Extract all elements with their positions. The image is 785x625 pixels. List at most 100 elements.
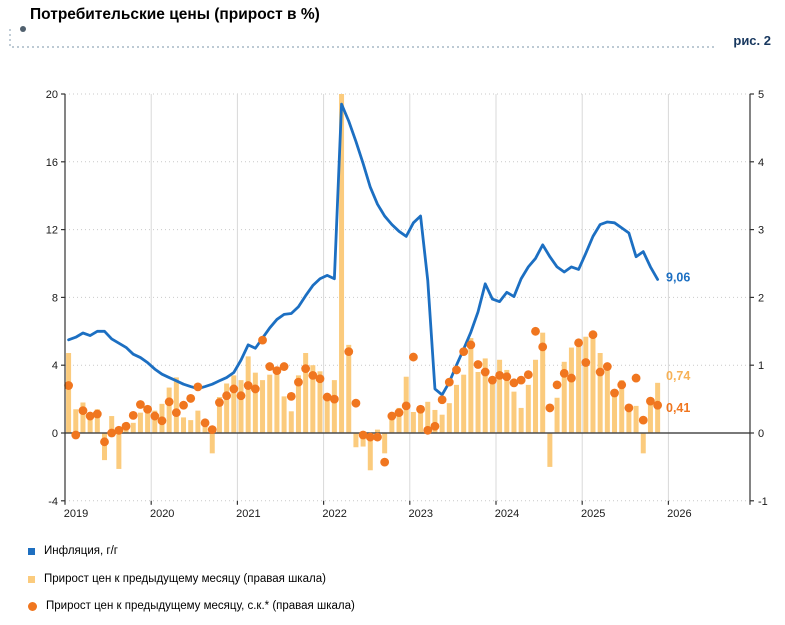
month-bar — [453, 384, 459, 433]
left-tick-label: 0 — [52, 428, 58, 440]
sa-dot — [322, 392, 332, 402]
sa-dot — [71, 430, 81, 440]
month-bar — [116, 433, 122, 469]
sa-dot — [171, 408, 181, 418]
page-title: Потребительские цены (прирост в %) — [30, 6, 320, 23]
month-bar — [274, 371, 280, 433]
sa-dot — [286, 391, 296, 401]
month-bar — [432, 409, 438, 433]
month-bar — [633, 405, 639, 433]
right-tick-label: 5 — [758, 89, 764, 101]
sa-dot — [495, 370, 504, 380]
month-bar — [130, 422, 136, 433]
sa-dot — [602, 362, 612, 371]
month-bar — [374, 429, 380, 433]
month-bar — [482, 358, 488, 433]
month-bar — [533, 359, 539, 433]
sa-dot — [164, 397, 174, 407]
sa-dot — [552, 380, 562, 390]
callout-dash-line — [9, 29, 716, 48]
month-bar — [295, 375, 301, 433]
year-label: 2021 — [236, 508, 260, 520]
month-bar — [252, 372, 258, 433]
month-bar — [353, 433, 359, 448]
month-bar — [87, 412, 93, 433]
sa-dot — [373, 432, 382, 442]
sa-dot — [408, 352, 418, 362]
sa-dot — [186, 394, 196, 403]
month-bar — [576, 344, 582, 433]
month-bar — [518, 407, 524, 433]
month-bar — [410, 411, 416, 433]
month-bar — [109, 416, 115, 433]
sa-dot — [538, 342, 548, 352]
sa-dot — [143, 404, 153, 414]
month-bar — [331, 380, 337, 433]
month-bar — [224, 383, 230, 433]
month-bar — [640, 433, 646, 454]
sa-dot — [215, 398, 224, 407]
month-bar — [360, 433, 366, 447]
month-bar — [66, 352, 72, 433]
sa-dot — [617, 380, 627, 390]
sa-dot — [100, 437, 109, 447]
sa-dot — [157, 416, 167, 426]
month-bar — [590, 331, 596, 433]
sa-dot — [480, 367, 490, 377]
month-bar — [561, 361, 567, 433]
sa-dot — [380, 457, 390, 467]
right-tick-label: 4 — [758, 157, 764, 169]
month-bar — [202, 424, 208, 433]
sa-dot — [179, 400, 188, 410]
sa-dot — [387, 411, 397, 421]
sa-dot — [502, 372, 512, 382]
legend-row-mom-bars: Прирост цен к предыдущему месяцу (правая… — [28, 573, 326, 585]
sa-dot — [222, 391, 232, 401]
month-bar — [181, 417, 187, 433]
year-label: 2026 — [667, 508, 691, 520]
sa-dot — [631, 373, 641, 383]
legend-label: Прирост цен к предыдущему месяцу (правая… — [44, 573, 326, 585]
month-bar — [317, 371, 323, 433]
sa-dot — [488, 375, 497, 385]
month-bar — [511, 391, 517, 433]
month-bar — [367, 433, 373, 471]
month-bar — [418, 406, 424, 433]
end-value-label-bar: 0,74 — [666, 369, 690, 383]
month-bar — [619, 380, 625, 433]
sa-dot — [365, 432, 375, 442]
left-tick-label: 16 — [46, 157, 58, 169]
month-bar — [281, 396, 287, 433]
sa-dot — [459, 347, 469, 357]
month-bar — [102, 433, 108, 461]
sa-dot — [638, 415, 648, 425]
blue-square-icon — [28, 547, 35, 555]
month-bar — [425, 401, 431, 433]
month-bar — [137, 412, 143, 433]
sa-dot — [531, 326, 540, 336]
callout-dot-icon — [20, 26, 26, 32]
month-bar — [173, 377, 179, 433]
month-bar — [231, 375, 237, 433]
sa-dot — [114, 425, 124, 435]
yellow-square-icon — [28, 575, 35, 583]
month-bar — [94, 409, 100, 433]
orange-circle-icon — [28, 601, 37, 611]
sa-dot — [344, 347, 354, 357]
month-bar — [525, 384, 531, 433]
price-growth-chart: 20 16 12 8 4 0 -4 5 4 3 2 1 0 -1 2019 2020 2021 2022 2023 2… — [46, 89, 768, 520]
month-bar — [166, 387, 172, 433]
end-value-label-line: 9,06 — [666, 270, 690, 284]
sa-dot — [207, 425, 217, 435]
month-bar — [475, 371, 481, 433]
sa-dot — [444, 377, 454, 387]
left-tick-label: -4 — [48, 496, 58, 508]
sa-dot — [250, 384, 260, 394]
sa-dot — [301, 364, 311, 373]
month-bar — [612, 391, 618, 433]
month-bar — [260, 380, 266, 433]
callout-dashed-connector — [9, 26, 716, 48]
sa-dot — [588, 330, 598, 340]
month-bar — [396, 407, 402, 433]
sa-dot — [610, 388, 619, 398]
